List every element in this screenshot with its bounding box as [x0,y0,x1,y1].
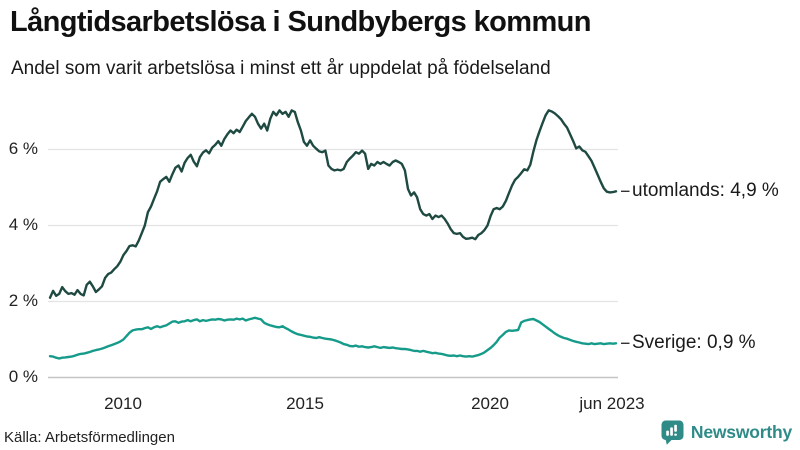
newsworthy-logo-icon [661,420,684,445]
newsworthy-brand: Newsworthy [661,419,792,445]
y-tick-label-2: 2 % [8,291,38,310]
chart-subtitle: Andel som varit arbetslösa i minst ett å… [11,58,551,79]
series-line-sverige [48,316,618,360]
x-tick-label-2020: 2020 [471,394,509,413]
series-line-utomlands [48,109,618,299]
series-end-label-utomlands: utomlands: 4,9 % [632,180,779,202]
page-title: Långtidsarbetslösa i Sundbybergs kommun [10,6,591,38]
x-tick-label-2015: 2015 [286,394,324,413]
source-note: Källa: Arbetsförmedlingen [4,429,175,446]
x-tick-label-jun2023: jun 2023 [579,394,645,413]
y-tick-label-4: 4 % [8,215,38,234]
series-end-label-sverige: Sverige: 0,9 % [632,332,756,354]
x-tick-label-2010: 2010 [104,394,142,413]
y-tick-label-0: 0 % [8,367,38,386]
y-tick-label-6: 6 % [8,139,38,158]
newsworthy-wordmark: Newsworthy [690,421,792,442]
